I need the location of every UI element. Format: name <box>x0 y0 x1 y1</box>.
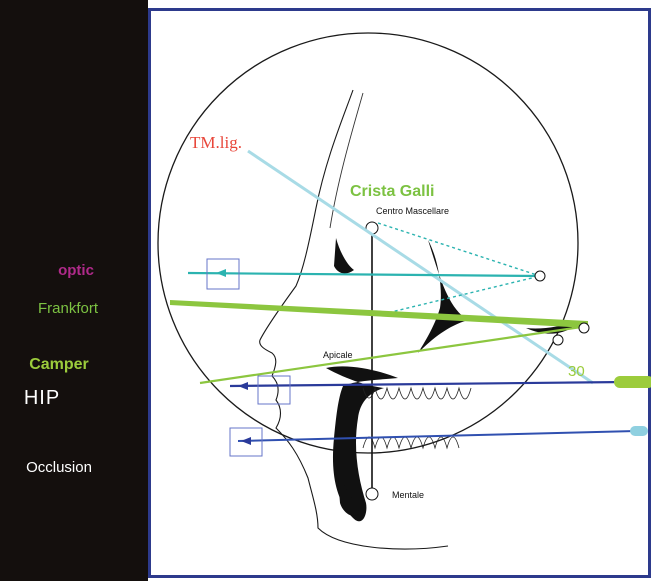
camper-label: Camper <box>29 356 89 373</box>
optic-point <box>534 270 546 282</box>
occlusion-line <box>237 430 637 442</box>
occlusion-arrow-head <box>241 437 251 445</box>
optic-dotted-upper <box>377 222 541 277</box>
hip-arrow-head <box>238 382 248 390</box>
frankfort-label: Frankfort <box>37 300 98 317</box>
porion-point <box>578 322 590 334</box>
hip-marker <box>614 376 651 388</box>
jaw-shape <box>326 366 398 522</box>
arrow-boxes <box>206 258 291 457</box>
tm-lig-label: TM.lig. <box>190 133 242 152</box>
hip-label: HIP <box>23 387 61 409</box>
nasal-bone-shape <box>334 238 354 274</box>
centro-mascellare-label: Centro Mascellare <box>376 206 449 216</box>
frankfort-line <box>170 300 588 328</box>
optic-dotted-lower <box>382 275 541 315</box>
orbit-shape <box>418 240 468 353</box>
occlusion-marker <box>630 426 648 436</box>
optic-line <box>187 271 541 278</box>
occlusion-label: Occlusion <box>26 459 92 476</box>
crista-galli-label: Crista Galli <box>350 183 434 200</box>
hip-line <box>229 380 627 388</box>
diagram-frame <box>148 8 651 578</box>
skull-circle <box>157 32 579 454</box>
chin-shape <box>338 478 360 516</box>
mentale-label: Mentale <box>392 490 424 500</box>
optic-label: optic <box>58 262 94 279</box>
camper-line <box>199 324 589 385</box>
condyle-point <box>552 334 564 346</box>
angle-label: 30 <box>568 363 585 380</box>
mentale-point <box>365 487 379 501</box>
upper-teeth <box>362 386 472 450</box>
legend-sidebar: optic Frankfort Camper HIP Occlusion <box>0 0 148 581</box>
apicale-label: Apicale <box>323 350 353 360</box>
tm-ligament-line <box>247 149 594 385</box>
cephalometric-diagram: TM.lig. Crista Galli Centro Mascellare A… <box>157 32 651 550</box>
arrow-heads <box>216 269 226 277</box>
nasal-outline <box>329 92 364 229</box>
